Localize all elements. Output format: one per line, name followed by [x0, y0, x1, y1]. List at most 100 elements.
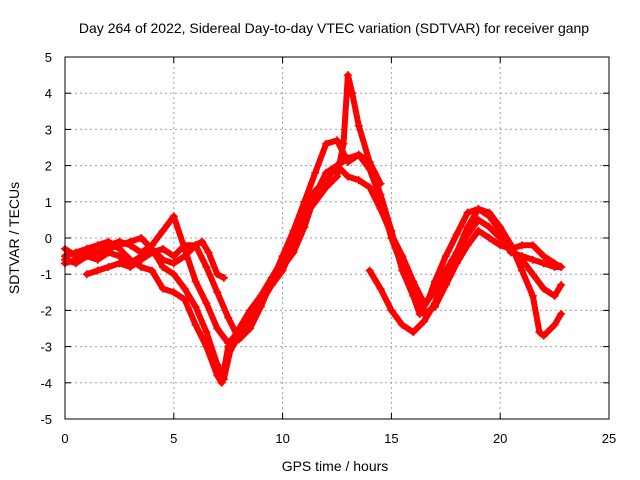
data-point — [158, 244, 167, 253]
y-tick-labels: -5 -4 -3 -2 -1 0 1 2 3 4 5 — [40, 50, 52, 427]
data-point — [474, 215, 483, 224]
data-point — [235, 331, 244, 340]
data-point — [126, 237, 135, 246]
data-point — [354, 121, 363, 130]
data-point — [137, 262, 146, 271]
x-tick-label: 0 — [61, 431, 68, 446]
data-point — [528, 270, 537, 279]
data-point — [219, 273, 228, 282]
data-point — [441, 252, 450, 261]
data-point — [148, 266, 157, 275]
y-axis-label: SDTVAR / TECUs — [6, 182, 22, 294]
data-point — [376, 179, 385, 188]
data-point — [191, 241, 200, 250]
y-tick-label: 3 — [45, 122, 52, 137]
data-point — [517, 241, 526, 250]
data-point — [539, 284, 548, 293]
data-point — [180, 241, 189, 250]
data-point — [528, 291, 537, 300]
data-point — [198, 237, 207, 246]
series-4 — [61, 71, 385, 384]
data-point — [71, 259, 80, 268]
data-point — [354, 150, 363, 159]
data-point — [71, 248, 80, 257]
data-point — [322, 183, 331, 192]
data-point — [93, 241, 102, 250]
y-tick-label: 1 — [45, 195, 52, 210]
data-point — [93, 266, 102, 275]
data-point — [507, 241, 516, 250]
data-point — [148, 248, 157, 257]
series-6 — [82, 237, 228, 282]
data-point — [376, 194, 385, 203]
data-point — [550, 259, 559, 268]
data-point — [343, 154, 352, 163]
data-point — [169, 288, 178, 297]
data-point — [539, 252, 548, 261]
axis-ticks — [64, 56, 610, 420]
data-point — [517, 252, 526, 261]
y-tick-label: -2 — [40, 303, 52, 318]
data-point — [191, 277, 200, 286]
data-point — [354, 176, 363, 185]
data-point — [289, 241, 298, 250]
data-point — [115, 259, 124, 268]
data-point — [278, 252, 287, 261]
y-tick-label: 2 — [45, 159, 52, 174]
data-point — [348, 89, 357, 98]
data-point — [311, 197, 320, 206]
grid-lines — [65, 57, 609, 419]
data-point — [485, 223, 494, 232]
data-point — [550, 320, 559, 329]
data-point — [82, 252, 91, 261]
data-point — [452, 230, 461, 239]
data-point — [256, 295, 265, 304]
data-point — [365, 183, 374, 192]
data-point — [333, 172, 341, 181]
data-point — [550, 291, 559, 300]
data-point — [180, 295, 189, 304]
data-point — [430, 299, 439, 308]
data-point — [557, 281, 566, 290]
data-series — [61, 71, 566, 387]
data-point — [104, 262, 113, 271]
data-point — [463, 208, 472, 217]
data-point — [213, 360, 222, 369]
y-tick-label: 5 — [45, 50, 52, 65]
data-point — [339, 139, 348, 148]
data-point — [441, 270, 450, 279]
data-point — [224, 338, 233, 347]
data-point — [115, 252, 124, 261]
data-point — [82, 244, 91, 253]
data-point — [539, 331, 548, 340]
data-point — [528, 255, 537, 264]
x-tick-label: 25 — [602, 431, 616, 446]
y-tick-label: -3 — [40, 340, 52, 355]
data-point — [158, 262, 167, 271]
data-point — [322, 139, 331, 148]
x-tick-label: 20 — [493, 431, 507, 446]
y-tick-label: -4 — [40, 376, 52, 391]
x-tick-label: 15 — [384, 431, 398, 446]
data-point — [104, 244, 113, 253]
data-point — [365, 157, 374, 166]
data-point — [115, 241, 124, 250]
data-point — [204, 248, 213, 257]
data-point — [267, 281, 276, 290]
data-point — [245, 324, 254, 333]
data-point — [226, 346, 235, 355]
y-tick-label: 0 — [45, 231, 52, 246]
data-point — [463, 223, 472, 232]
x-axis-label: GPS time / hours — [282, 458, 389, 474]
data-point — [169, 259, 178, 268]
data-point — [557, 310, 566, 319]
data-point — [245, 313, 254, 322]
data-point — [137, 234, 146, 242]
data-point — [191, 302, 200, 311]
y-tick-label: -1 — [40, 267, 52, 282]
data-point — [311, 186, 320, 195]
data-point — [539, 259, 548, 268]
data-point — [180, 284, 189, 293]
data-point — [557, 262, 566, 271]
